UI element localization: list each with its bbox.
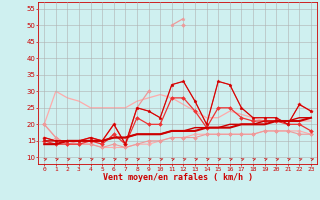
X-axis label: Vent moyen/en rafales ( km/h ): Vent moyen/en rafales ( km/h ): [103, 173, 252, 182]
